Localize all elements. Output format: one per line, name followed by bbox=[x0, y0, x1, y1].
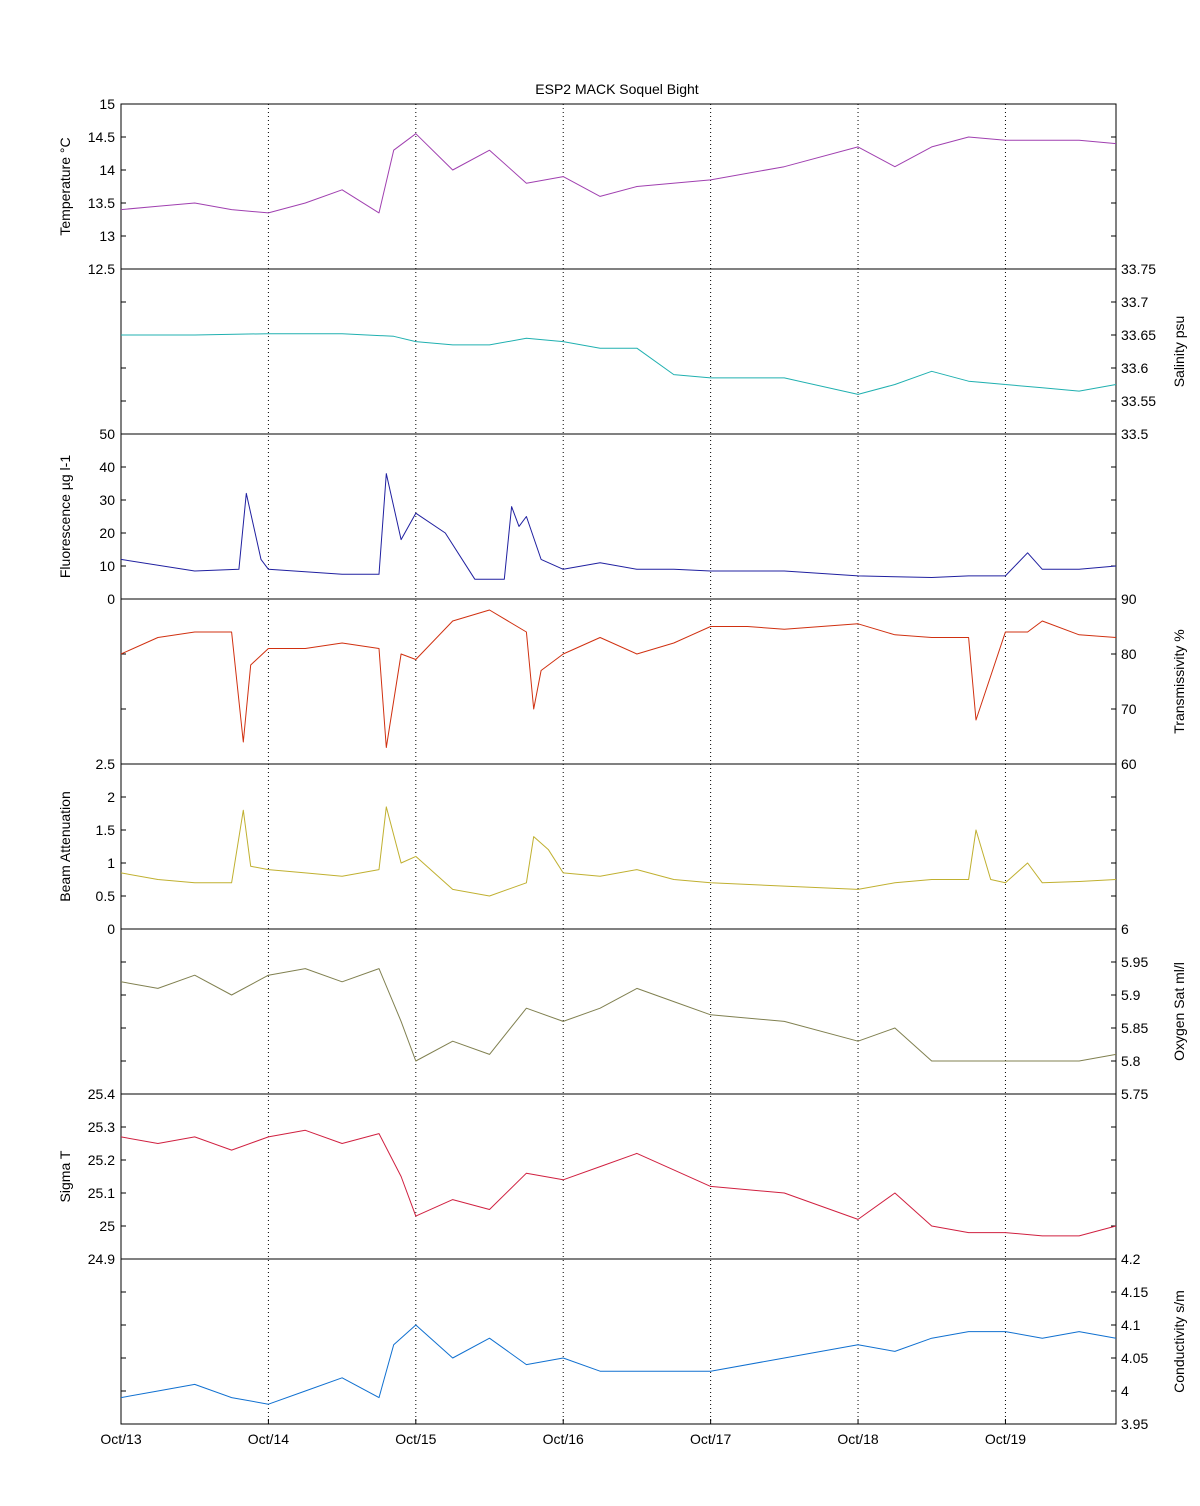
x-axis: Oct/13 Oct/14 Oct/15 Oct/16 Oct/17 Oct/18 Oct/… bbox=[100, 1419, 1026, 1447]
panel-temperature: 12.5 13 13.5 14 14.5 15 Temperature °C bbox=[57, 96, 1117, 277]
series-line-salinity bbox=[121, 333, 1117, 395]
y-axis-label: Transmissivity % bbox=[1171, 629, 1187, 734]
y-tick-label: 0.5 bbox=[96, 888, 116, 904]
y-tick-label: 5.95 bbox=[1121, 954, 1148, 970]
y-tick-label: 4 bbox=[1121, 1383, 1129, 1399]
y-tick-label: 33.6 bbox=[1121, 360, 1148, 376]
panel-conductivity: 3.95 4 4.05 4.1 4.15 4.2 Conductivity s/m bbox=[120, 1251, 1187, 1432]
y-tick-label: 25.2 bbox=[88, 1152, 115, 1168]
series-line-temperature bbox=[120, 133, 1117, 214]
y-tick-label: 0 bbox=[107, 591, 115, 607]
y-tick-label: 0 bbox=[107, 921, 115, 937]
x-tick-label: Oct/19 bbox=[985, 1431, 1026, 1447]
y-tick-label: 33.65 bbox=[1121, 327, 1156, 343]
y-tick-label: 5.8 bbox=[1121, 1053, 1141, 1069]
y-tick-label: 25.4 bbox=[88, 1086, 115, 1102]
y-tick-label: 6 bbox=[1121, 921, 1129, 937]
y-tick-label: 5.9 bbox=[1121, 987, 1141, 1003]
series-line-beam-attenuation bbox=[120, 806, 1117, 897]
y-tick-label: 20 bbox=[99, 525, 115, 541]
y-axis-label: Conductivity s/m bbox=[1171, 1290, 1187, 1393]
y-tick-label: 12.5 bbox=[88, 261, 115, 277]
y-axis-label: Salinity psu bbox=[1171, 316, 1187, 388]
panel-sigma-t: 24.9 25 25.1 25.2 25.3 25.4 Sigma T bbox=[57, 1086, 1117, 1267]
y-tick-label: 33.55 bbox=[1121, 393, 1156, 409]
x-tick-label: Oct/18 bbox=[837, 1431, 878, 1447]
y-tick-label: 1.5 bbox=[96, 822, 116, 838]
y-tick-label: 14.5 bbox=[88, 129, 115, 145]
y-axis-label: Oxygen Sat ml/l bbox=[1171, 962, 1187, 1061]
y-tick-label: 15 bbox=[99, 96, 115, 112]
series-line-oxygen-sat bbox=[120, 968, 1117, 1062]
y-tick-label: 70 bbox=[1121, 701, 1137, 717]
y-tick-label: 40 bbox=[99, 459, 115, 475]
y-tick-label: 25.1 bbox=[88, 1185, 115, 1201]
x-tick-label: Oct/17 bbox=[690, 1431, 731, 1447]
y-tick-label: 14 bbox=[99, 162, 115, 178]
y-axis-label: Beam Attenuation bbox=[57, 791, 73, 902]
y-tick-label: 60 bbox=[1121, 756, 1137, 772]
chart-title: ESP2 MACK Soquel Bight bbox=[535, 81, 699, 97]
y-tick-label: 90 bbox=[1121, 591, 1137, 607]
y-tick-label: 10 bbox=[99, 558, 115, 574]
y-tick-label: 4.05 bbox=[1121, 1350, 1148, 1366]
y-tick-label: 25.3 bbox=[88, 1119, 115, 1135]
y-tick-label: 3.95 bbox=[1121, 1416, 1148, 1432]
y-tick-label: 5.75 bbox=[1121, 1086, 1148, 1102]
series-line-sigma-t bbox=[120, 1129, 1117, 1237]
y-tick-label: 2.5 bbox=[96, 756, 116, 772]
y-tick-label: 50 bbox=[99, 426, 115, 442]
x-tick-label: Oct/13 bbox=[100, 1431, 141, 1447]
y-tick-label: 5.85 bbox=[1121, 1020, 1148, 1036]
y-tick-label: 80 bbox=[1121, 646, 1137, 662]
y-tick-label: 33.75 bbox=[1121, 261, 1156, 277]
y-tick-label: 4.15 bbox=[1121, 1284, 1148, 1300]
y-tick-label: 2 bbox=[107, 789, 115, 805]
y-tick-label: 4.2 bbox=[1121, 1251, 1141, 1267]
series-line-fluorescence bbox=[120, 473, 1117, 580]
series-line-transmissivity bbox=[120, 609, 1117, 748]
series-line-conductivity bbox=[120, 1324, 1117, 1405]
x-tick-label: Oct/16 bbox=[543, 1431, 584, 1447]
panel-salinity: 33.5 33.55 33.6 33.65 33.7 33.75 Salinity psu bbox=[120, 261, 1187, 442]
y-tick-label: 13 bbox=[99, 228, 115, 244]
y-tick-label: 30 bbox=[99, 492, 115, 508]
x-tick-label: Oct/15 bbox=[395, 1431, 436, 1447]
y-axis-label: Fluorescence µg l-1 bbox=[57, 455, 73, 578]
y-tick-label: 1 bbox=[107, 855, 115, 871]
panel-frame bbox=[120, 1258, 1117, 1425]
y-axis-label: Sigma T bbox=[57, 1150, 73, 1202]
y-tick-label: 4.1 bbox=[1121, 1317, 1141, 1333]
y-tick-label: 33.7 bbox=[1121, 294, 1148, 310]
y-tick-label: 24.9 bbox=[88, 1251, 115, 1267]
y-axis-label: Temperature °C bbox=[57, 137, 73, 235]
panel-beam-attenuation: 0 0.5 1 1.5 2 2.5 Beam Attenuation bbox=[57, 756, 1117, 937]
x-tick-label: Oct/14 bbox=[248, 1431, 289, 1447]
y-tick-label: 25 bbox=[99, 1218, 115, 1234]
panel-oxygen-sat: 5.75 5.8 5.85 5.9 5.95 6 Oxygen Sat ml/l bbox=[120, 921, 1187, 1102]
y-tick-label: 13.5 bbox=[88, 195, 115, 211]
y-tick-label: 33.5 bbox=[1121, 426, 1148, 442]
